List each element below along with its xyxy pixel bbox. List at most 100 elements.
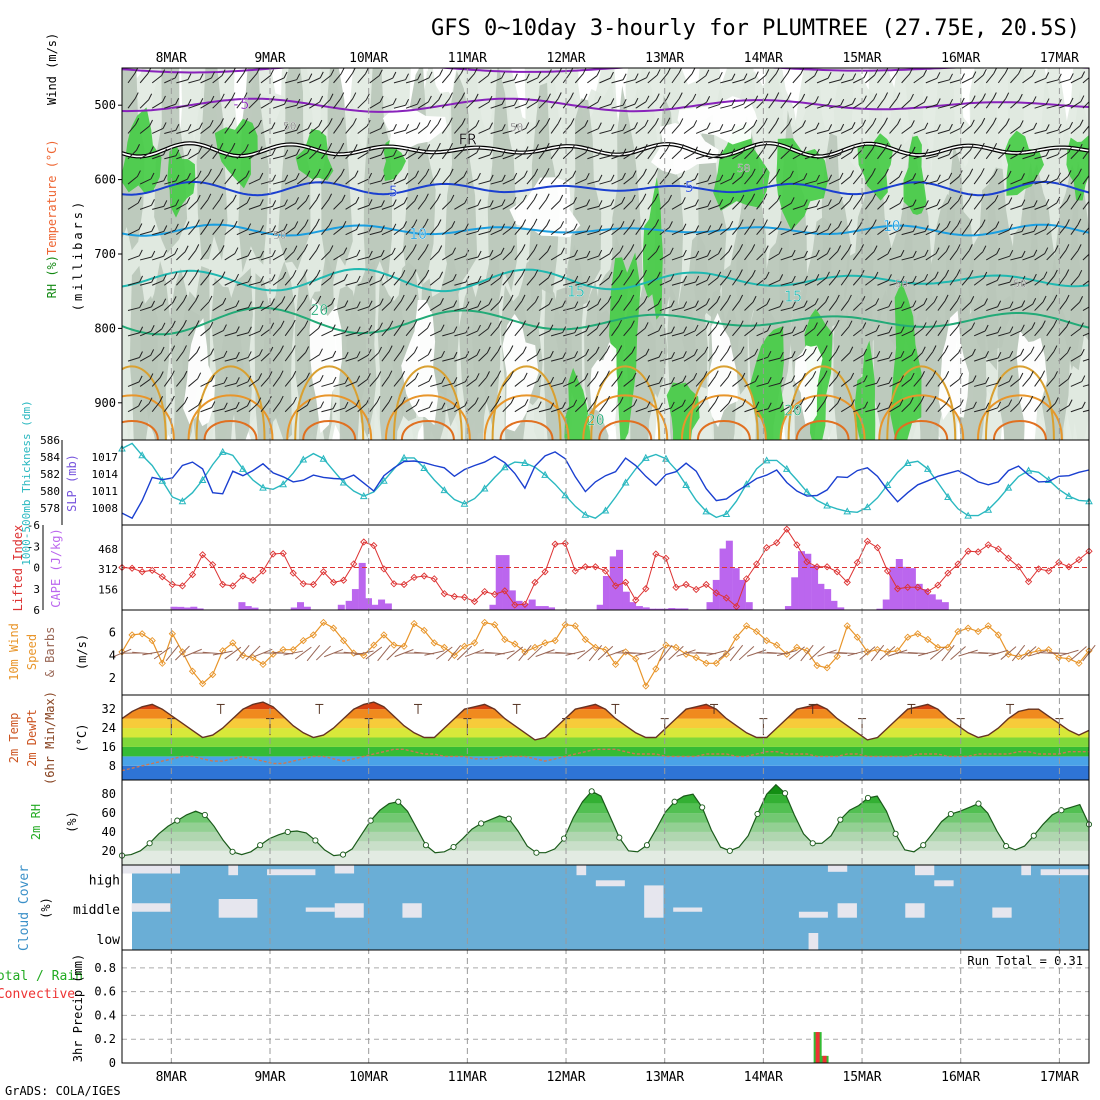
wind-barb-flag <box>219 193 224 200</box>
wind-barb-flag <box>718 247 722 254</box>
surface-isotherm <box>187 394 274 440</box>
wind-barb-flag <box>621 172 626 180</box>
wind-barb-flag <box>683 275 687 283</box>
wind-barb <box>647 251 657 261</box>
wind-barb-flag <box>644 322 649 329</box>
wind-barb-flag <box>342 220 347 228</box>
wind-barb-flag <box>501 98 506 105</box>
wind-barb-flag <box>509 345 514 352</box>
wind-barb <box>466 204 478 210</box>
wind-barb <box>708 180 720 185</box>
wind-barb <box>369 304 381 311</box>
wind-barb-flag <box>812 371 817 378</box>
wind-barb-flag <box>608 271 613 279</box>
temp-band <box>122 702 1089 710</box>
ylabel-unit: (millibars) <box>71 199 85 311</box>
wind-barb <box>478 180 491 185</box>
wind-barb-flag <box>777 221 782 228</box>
li-marker <box>561 539 569 548</box>
wind-barb-flag <box>195 244 200 251</box>
wind-barb-flag <box>779 401 784 409</box>
wind-barb-flag <box>827 199 832 206</box>
surface-isotherm <box>787 365 858 440</box>
wind-barb-flag <box>815 249 820 257</box>
wind-barb <box>164 229 176 236</box>
wind-barb <box>200 224 208 235</box>
wind-barb-flag <box>694 300 699 307</box>
wind-barb <box>563 356 575 362</box>
wind-barb-flag <box>727 294 731 302</box>
thickness-line-marker <box>762 456 771 464</box>
wind-barb-flag <box>992 92 997 99</box>
wind-barb <box>296 200 307 210</box>
wind-barb <box>152 255 164 261</box>
wind-barb <box>732 378 743 387</box>
cape-bar <box>371 604 379 610</box>
li-marker <box>752 560 761 568</box>
wind-barb <box>1058 78 1071 84</box>
wind-barb <box>272 103 285 109</box>
wind-barb <box>296 352 306 362</box>
wind-barb <box>768 382 781 387</box>
wind-barb-flag <box>522 194 527 202</box>
wind-barb-flag <box>260 250 264 258</box>
wind-barb <box>780 332 793 337</box>
wind-ylabel-1: 10m Wind <box>7 623 21 681</box>
li-marker <box>793 541 801 549</box>
wind-barb <box>345 72 354 84</box>
wind-barb-flag <box>283 71 288 79</box>
li-tick: -6 <box>27 519 40 532</box>
cloud-level-label: low <box>97 933 121 948</box>
wind-barb-10m <box>535 649 555 657</box>
wind-barb <box>357 230 370 236</box>
wind-barb-flag <box>207 244 212 251</box>
wind-barb <box>574 125 586 134</box>
wind-barb <box>478 304 490 311</box>
wind-barb <box>671 72 680 84</box>
cape-bar <box>190 606 198 610</box>
wind-barb <box>913 230 926 236</box>
wind-barb <box>852 149 863 160</box>
cape-bar <box>345 600 353 610</box>
wind-barb-flag <box>936 149 941 157</box>
thickness-line-marker <box>500 463 509 471</box>
wind-barb-flag <box>332 402 337 409</box>
wind-barb-flag <box>328 142 333 150</box>
wind-barb <box>139 230 152 236</box>
wind-barb <box>671 176 682 185</box>
wind-barb <box>647 174 656 185</box>
wind-barb <box>308 301 319 311</box>
wind-barb-flag <box>246 196 251 204</box>
rh-marker <box>367 817 374 824</box>
wind-barb <box>236 405 248 413</box>
wind-barb <box>973 225 983 235</box>
wind-barb-flag <box>521 269 526 276</box>
wind-barb-flag <box>388 395 393 403</box>
wind-barb-flag <box>606 395 611 403</box>
run-total-label: Run Total = 0.31 <box>967 954 1083 968</box>
wind-barb <box>381 351 390 362</box>
wind-barb-flag <box>923 69 927 77</box>
wind-barb <box>840 176 851 185</box>
wind-barb <box>744 224 752 235</box>
wind-barb <box>574 73 584 84</box>
temp-ylabel-2: 2m DewPt <box>25 709 39 767</box>
wind-barb-flag <box>501 71 506 79</box>
wind-barb-flag <box>969 269 974 277</box>
wind-barb-flag <box>476 146 481 153</box>
wind-barb <box>563 281 575 286</box>
wind-barb <box>828 325 837 337</box>
li-cape-panel: Lifted Index CAPE (J/kg) <box>11 525 1093 612</box>
li-ylabel-text: Lifted Index <box>11 525 25 612</box>
wind-barb <box>345 255 358 261</box>
wind-barb <box>1022 255 1034 261</box>
wind-barb <box>611 300 620 311</box>
wind-barb <box>647 99 657 109</box>
wind-barb <box>333 357 346 362</box>
wind-barb <box>792 281 805 286</box>
wind-barb-flag <box>368 300 373 308</box>
rh-shade-dry <box>382 104 448 151</box>
wind-barb <box>1058 103 1071 109</box>
wind-barb <box>998 380 1010 387</box>
wind-barb <box>792 256 805 261</box>
